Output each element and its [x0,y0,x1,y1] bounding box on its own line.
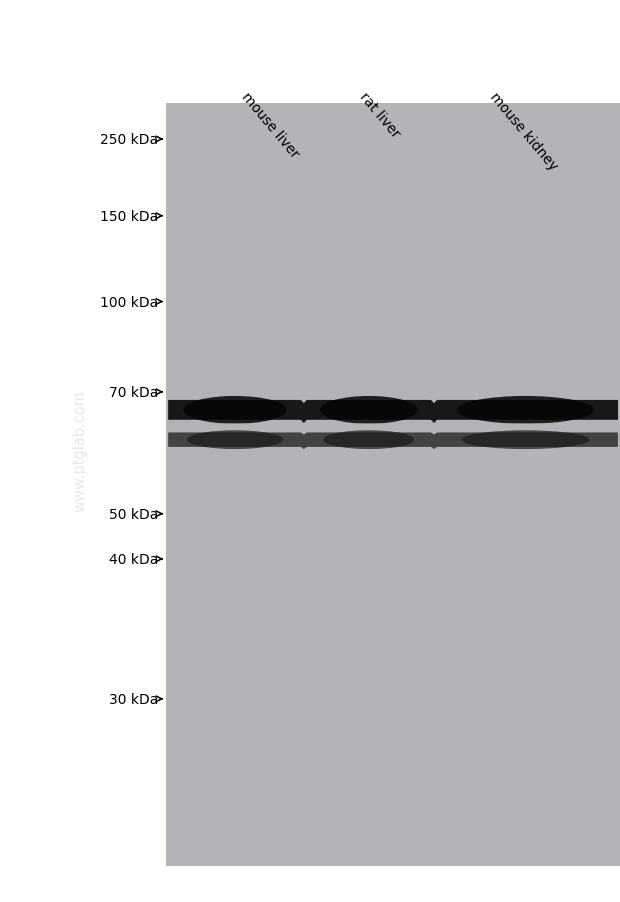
Ellipse shape [333,424,405,428]
Text: 100 kDa: 100 kDa [100,295,158,309]
Ellipse shape [461,431,590,449]
Text: 40 kDa: 40 kDa [108,552,158,566]
Text: 70 kDa: 70 kDa [108,385,158,400]
Ellipse shape [184,397,286,424]
Text: mouse liver: mouse liver [239,89,301,161]
Text: 30 kDa: 30 kDa [108,692,158,706]
Ellipse shape [187,431,283,449]
Text: rat liver: rat liver [356,89,402,141]
Bar [166,104,620,866]
Ellipse shape [475,424,576,428]
Text: 50 kDa: 50 kDa [108,507,158,521]
Ellipse shape [320,397,418,424]
Ellipse shape [457,397,594,424]
Text: 150 kDa: 150 kDa [100,209,158,224]
Text: mouse kidney: mouse kidney [487,89,560,173]
Text: 250 kDa: 250 kDa [100,133,158,147]
Polygon shape [168,433,618,449]
Ellipse shape [324,431,414,449]
Polygon shape [168,400,618,423]
Text: www.ptglab.com: www.ptglab.com [73,391,87,511]
Ellipse shape [197,424,273,428]
